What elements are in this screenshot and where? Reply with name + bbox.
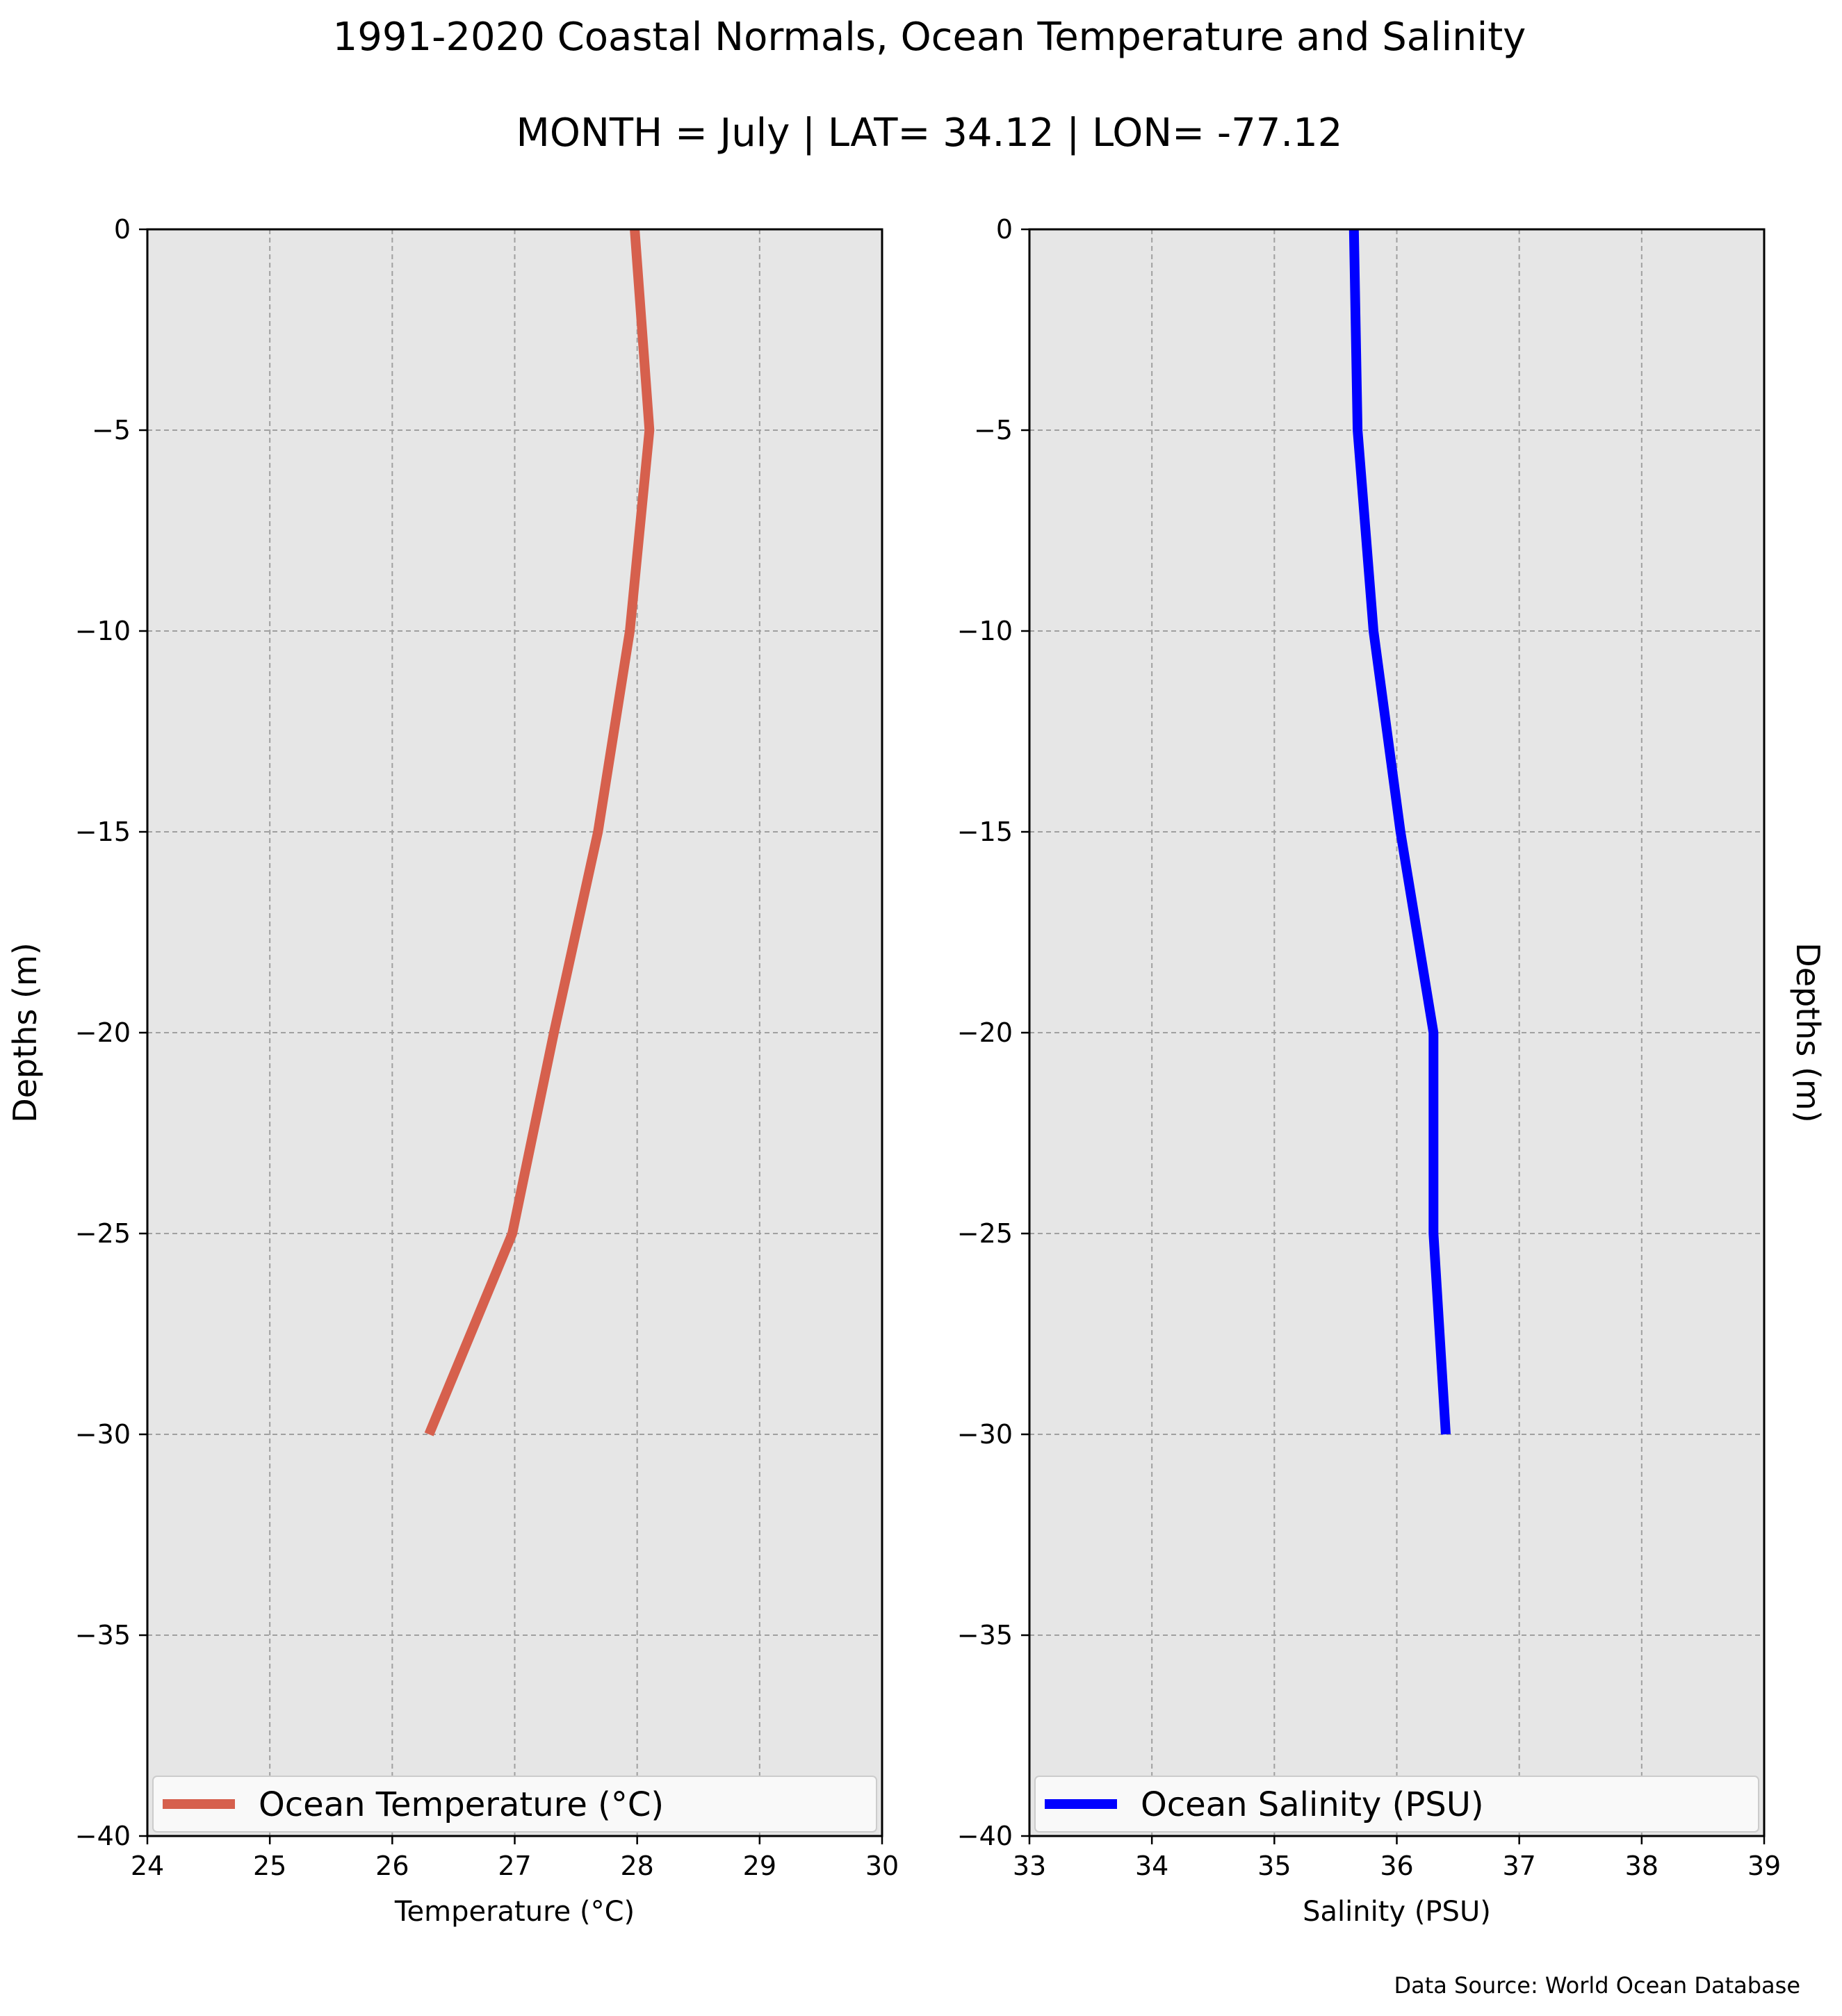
x-tick-label: 33 [1013,1851,1046,1881]
figure-title: 1991-2020 Coastal Normals, Ocean Tempera… [333,15,1526,60]
y-tick-label: −15 [957,817,1013,847]
x-tick-label: 39 [1747,1851,1781,1881]
y-tick-label: −10 [75,616,131,646]
y-tick-label: −5 [974,415,1013,445]
y-tick-label: −10 [957,616,1013,646]
x-tick-label: 29 [743,1851,776,1881]
x-tick-label: 37 [1502,1851,1535,1881]
legend-label: Ocean Salinity (PSU) [1141,1785,1484,1824]
x-tick-label: 24 [131,1851,164,1881]
legend-box [152,1776,877,1833]
x-tick-label: 25 [253,1851,286,1881]
y-tick-label: 0 [996,214,1013,245]
legend: Ocean Temperature (°C) [152,1776,877,1833]
y-tick-label: −35 [957,1620,1013,1650]
y-tick-label: −20 [957,1017,1013,1048]
legend-box [1034,1776,1759,1833]
y-tick-label: −40 [75,1821,131,1851]
figure-subtitle: MONTH = July | LAT= 34.12 | LON= -77.12 [516,110,1343,156]
y-axis-label-right: Depths (m) [1789,942,1827,1122]
data-source-note: Data Source: World Ocean Database [1394,1972,1800,1999]
x-tick-label: 28 [620,1851,653,1881]
y-tick-label: −25 [75,1218,131,1249]
salinity-panel: Ocean Salinity (PSU) 33 34 35 36 37 38 39 0 −5 −10… [957,214,1827,1928]
y-tick-label: −5 [92,415,131,445]
y-tick-label: −35 [75,1620,131,1650]
y-tick-label: −15 [75,817,131,847]
y-tick-label: −30 [957,1419,1013,1450]
x-axis-label: Salinity (PSU) [1303,1896,1491,1928]
series-line [1348,229,1451,1435]
x-tick-label: 27 [498,1851,531,1881]
series-line [424,229,655,1436]
x-tick-label: 34 [1135,1851,1168,1881]
y-tick-label: −40 [957,1821,1013,1851]
legend: Ocean Salinity (PSU) [1034,1776,1759,1833]
y-tick-label: −20 [75,1017,131,1048]
legend-label: Ocean Temperature (°C) [259,1785,664,1824]
x-tick-label: 38 [1625,1851,1658,1881]
x-tick-label: 36 [1380,1851,1413,1881]
y-axis-label: Depths (m) [6,942,44,1122]
x-axis-label: Temperature (°C) [394,1896,635,1928]
y-tick-label: −30 [75,1419,131,1450]
temperature-panel: Ocean Temperature (°C) 24 25 26 27 28 29 30 0 −5 −… [6,214,899,1928]
y-tick-label: 0 [114,214,131,245]
x-tick-label: 30 [865,1851,899,1881]
x-tick-label: 26 [375,1851,409,1881]
x-tick-label: 35 [1257,1851,1291,1881]
y-tick-label: −25 [957,1218,1013,1249]
